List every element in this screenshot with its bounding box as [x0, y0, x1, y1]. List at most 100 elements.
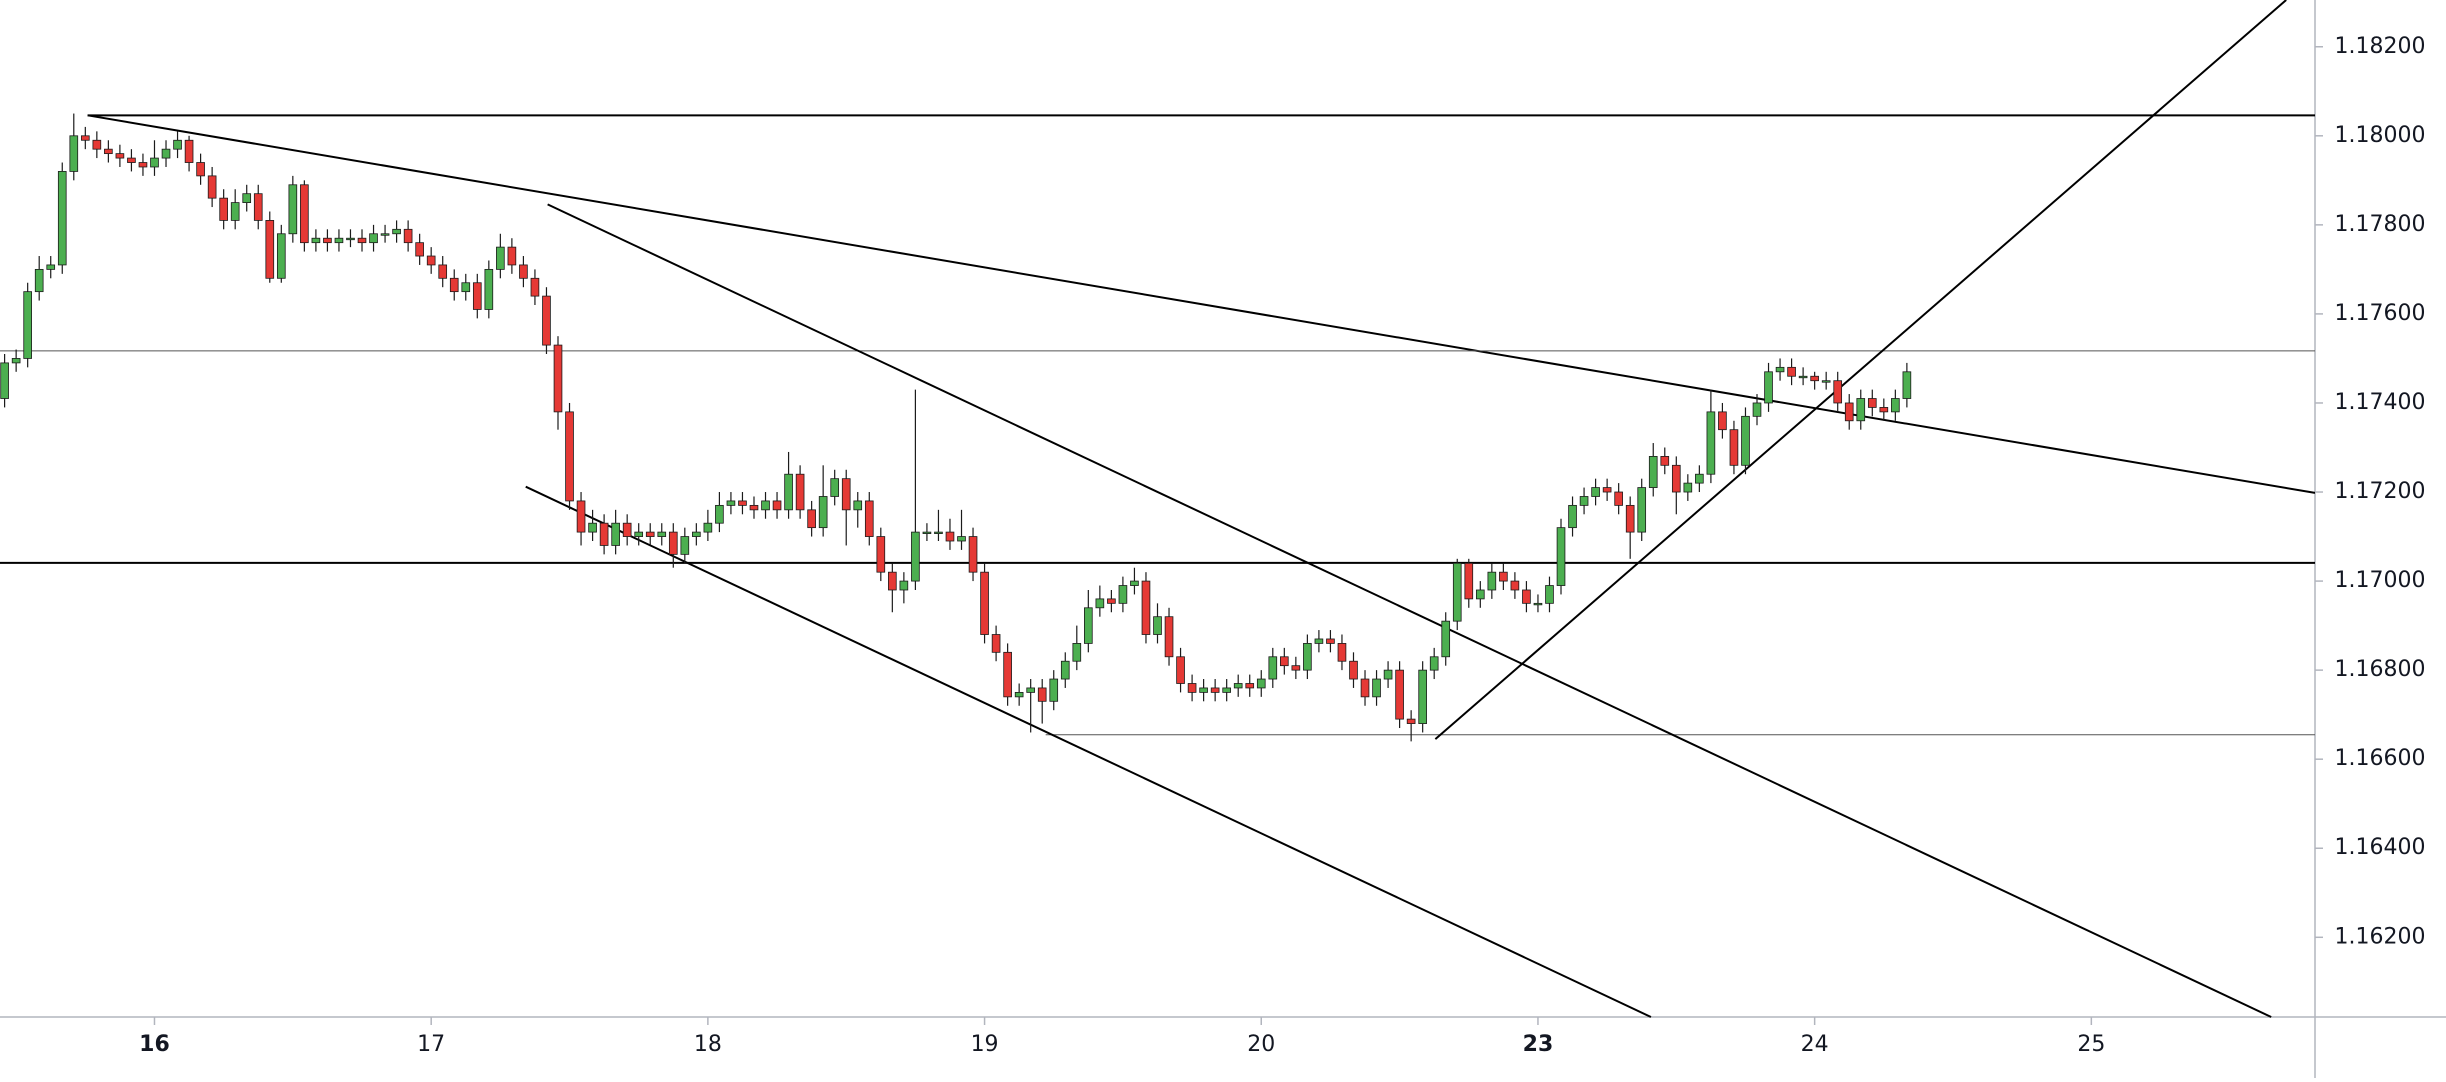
candle-body [1729, 429, 1739, 466]
candle-body [1660, 456, 1670, 466]
candle-body [1441, 620, 1451, 658]
candle-body [23, 291, 32, 359]
candle-body [761, 500, 770, 511]
candle-body [1798, 375, 1808, 379]
candle-body [1579, 496, 1589, 506]
candle-body [1107, 598, 1116, 604]
candle-body [380, 233, 390, 236]
candle-body [968, 536, 978, 573]
candle-body [92, 139, 102, 150]
y-tick-label: 1.17600 [2335, 301, 2426, 326]
candle-body [1706, 411, 1716, 475]
candle-body [1268, 656, 1278, 680]
candle-body [1095, 598, 1105, 609]
candle-body [1084, 607, 1093, 644]
candle-body [1787, 366, 1796, 377]
candle-body [1418, 669, 1427, 724]
y-tick-label: 1.17200 [2335, 479, 2426, 504]
candle-body [1429, 656, 1439, 671]
candle-body [1072, 643, 1082, 662]
candle-body [622, 522, 632, 537]
candle-body [519, 264, 528, 279]
candle-body [853, 500, 863, 511]
candle-body [1245, 683, 1255, 689]
candle-body [876, 536, 886, 573]
candle-body [795, 473, 805, 511]
candle-body [426, 255, 436, 266]
candle-body [1349, 660, 1358, 680]
y-tick-label: 1.16200 [2335, 924, 2426, 949]
candle-body [115, 153, 125, 159]
candle-body [438, 264, 448, 279]
candle-body [645, 531, 655, 537]
candle-body [1187, 683, 1197, 693]
y-tick-label: 1.17800 [2335, 212, 2426, 237]
candle-body [1314, 638, 1324, 644]
candle-body [242, 193, 252, 203]
candle-body [1141, 580, 1151, 635]
candle-body [1176, 656, 1185, 684]
candle-body [311, 237, 321, 244]
candle-body [150, 157, 159, 168]
candle-body [461, 282, 471, 293]
candle-body [415, 242, 424, 257]
candle-body [565, 411, 574, 502]
candle-body [588, 522, 597, 533]
candle-body [576, 500, 586, 533]
candle-body [1199, 687, 1208, 693]
candle-body [772, 500, 782, 511]
candle-body [1383, 669, 1393, 680]
candle-body [1360, 678, 1370, 698]
candle-body [1902, 371, 1912, 399]
candle-body [1556, 527, 1566, 586]
y-tick-label: 1.16600 [2335, 746, 2426, 771]
candle-body [1545, 585, 1554, 604]
candle-body [34, 268, 44, 293]
candle-body [922, 531, 932, 534]
candle-body [472, 282, 482, 310]
candle-body [542, 295, 551, 346]
x-tick-label: 24 [1801, 1032, 1829, 1057]
candle-body [138, 162, 148, 168]
candle-body [230, 202, 240, 221]
candle-body [1821, 380, 1831, 383]
candle-body [599, 522, 609, 546]
candle-body [1879, 407, 1889, 413]
candle-body [1003, 651, 1012, 698]
candle-body [184, 139, 194, 163]
candle-body [830, 478, 840, 497]
candle-body [1118, 585, 1128, 604]
y-tick-label: 1.17000 [2335, 568, 2426, 593]
candle-body [1522, 589, 1531, 604]
candle-body [934, 531, 943, 534]
candle-body [346, 237, 355, 241]
candle-body [11, 358, 21, 364]
candle-body [80, 135, 90, 141]
candle-body [300, 184, 309, 244]
candle-body [911, 531, 920, 582]
candle-body [1475, 589, 1485, 600]
candle-body [530, 277, 540, 297]
candle-body [69, 135, 79, 172]
candle-body [1625, 504, 1635, 533]
candle-body [369, 233, 378, 244]
candle-body [1279, 656, 1289, 667]
candle-body [496, 246, 505, 270]
x-tick-label: 18 [694, 1032, 722, 1057]
candle-body [1833, 380, 1843, 404]
candle-body [207, 175, 217, 199]
candle-body [980, 571, 989, 635]
candle-body [864, 500, 874, 537]
candle-body [1326, 638, 1335, 644]
y-tick-label: 1.18000 [2335, 123, 2426, 148]
candle-body [1164, 616, 1174, 658]
candle-body [1060, 660, 1070, 680]
candle-body [1891, 398, 1900, 413]
candle-body [1752, 402, 1762, 417]
y-tick-label: 1.16800 [2335, 657, 2426, 682]
candle-body [0, 362, 9, 399]
candle-body [738, 500, 747, 506]
